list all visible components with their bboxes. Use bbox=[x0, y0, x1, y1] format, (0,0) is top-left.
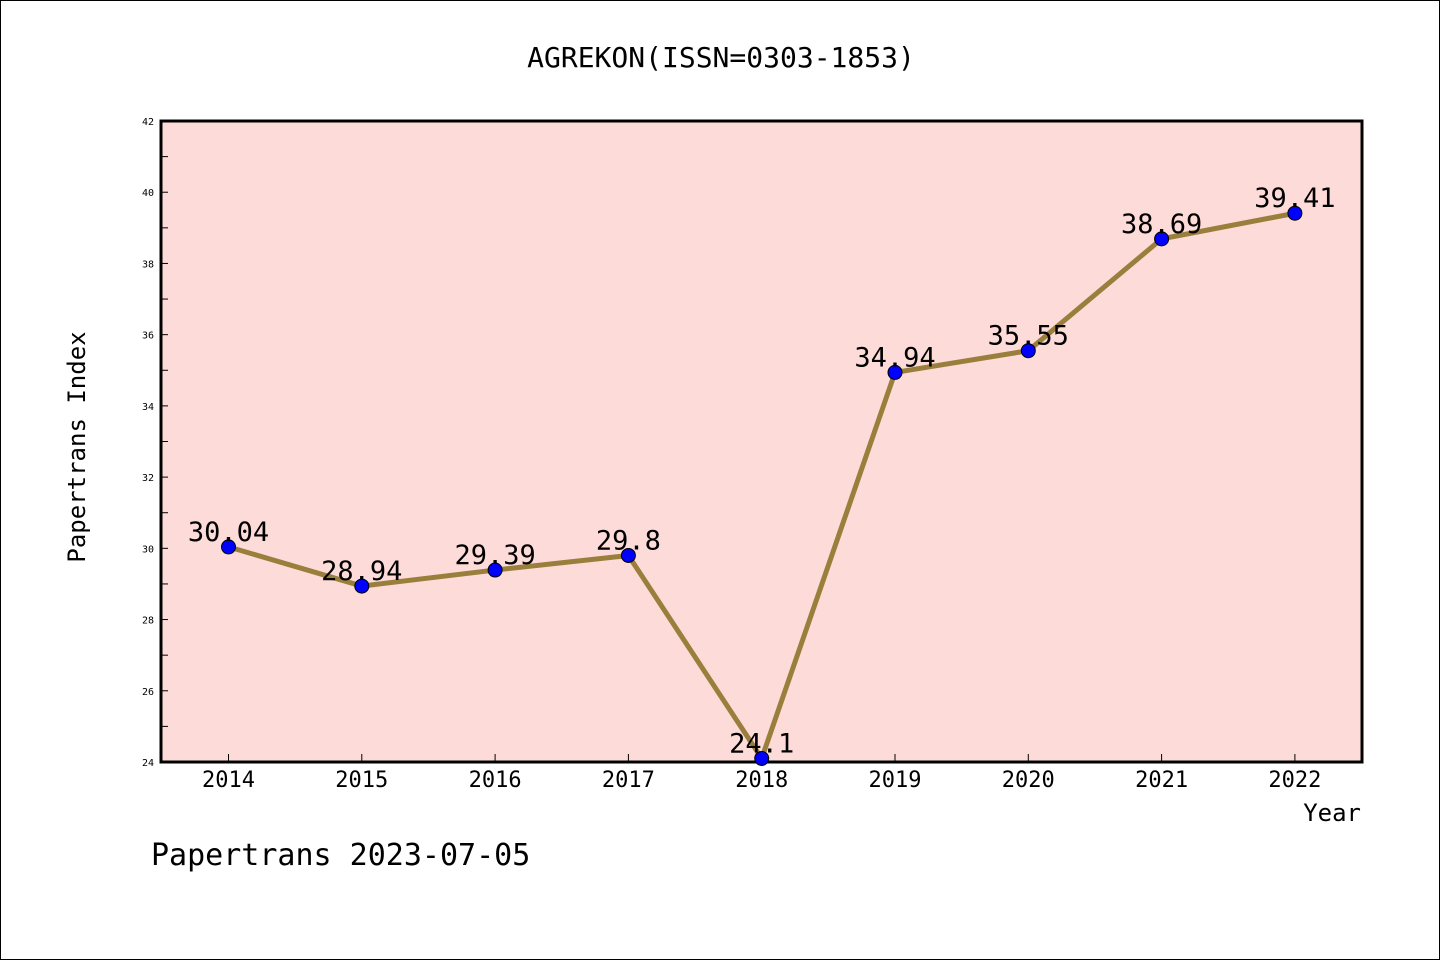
chart-title: AGREKON(ISSN=0303-1853) bbox=[527, 41, 915, 74]
data-label: 30.04 bbox=[188, 517, 269, 548]
x-tick-label: 2019 bbox=[869, 768, 922, 793]
data-point bbox=[221, 539, 236, 555]
plot-area bbox=[159, 119, 1364, 764]
series-markers bbox=[221, 205, 1303, 766]
y-tick-label: 26 bbox=[142, 687, 154, 698]
data-point bbox=[754, 750, 770, 766]
y-tick-label: 24 bbox=[142, 758, 154, 769]
y-axis-title: Papertrans Index bbox=[63, 331, 91, 562]
y-tick-label: 42 bbox=[142, 117, 154, 128]
y-tick-label: 36 bbox=[142, 331, 154, 342]
data-point bbox=[354, 578, 370, 594]
data-label: 28.94 bbox=[321, 556, 402, 587]
data-label: 38.69 bbox=[1121, 209, 1202, 240]
data-point bbox=[1154, 231, 1170, 247]
data-labels: 30.04 28.94 29.39 29.8 24.1 34.94 35.55 38.69 39… bbox=[188, 183, 1336, 759]
data-label: 34.94 bbox=[854, 342, 935, 373]
y-tick-label: 28 bbox=[142, 616, 154, 627]
data-label: 29.8 bbox=[596, 525, 661, 556]
x-tick-label: 2015 bbox=[335, 768, 388, 793]
y-tick-label: 34 bbox=[142, 402, 154, 413]
data-label: 24.1 bbox=[729, 728, 794, 759]
data-point bbox=[487, 562, 503, 578]
data-label: 29.39 bbox=[454, 540, 535, 571]
data-point bbox=[1020, 343, 1036, 359]
y-axis: 24 26 28 30 32 34 36 38 40 42 bbox=[142, 117, 168, 769]
data-label: 39.41 bbox=[1254, 183, 1335, 214]
data-point bbox=[887, 364, 903, 380]
x-axis: 2014 2015 2016 2017 2018 2019 2020 2021 2022 bbox=[202, 754, 1321, 793]
y-tick-label: 40 bbox=[142, 188, 154, 199]
data-point bbox=[1287, 205, 1303, 221]
data-point bbox=[620, 547, 636, 563]
y-tick-label: 30 bbox=[142, 544, 154, 555]
x-tick-label: 2022 bbox=[1268, 768, 1321, 793]
x-tick-label: 2018 bbox=[735, 768, 788, 793]
y-tick-label: 38 bbox=[142, 259, 154, 270]
x-axis-title: Year bbox=[1303, 799, 1361, 827]
footer-text: Papertrans 2023-07-05 bbox=[151, 838, 530, 873]
x-tick-label: 2017 bbox=[602, 768, 655, 793]
data-label: 35.55 bbox=[988, 321, 1069, 352]
x-tick-label: 2014 bbox=[202, 768, 255, 793]
x-tick-label: 2020 bbox=[1002, 768, 1055, 793]
y-tick-label: 32 bbox=[142, 473, 154, 484]
x-tick-label: 2016 bbox=[469, 768, 522, 793]
x-tick-label: 2021 bbox=[1135, 768, 1188, 793]
